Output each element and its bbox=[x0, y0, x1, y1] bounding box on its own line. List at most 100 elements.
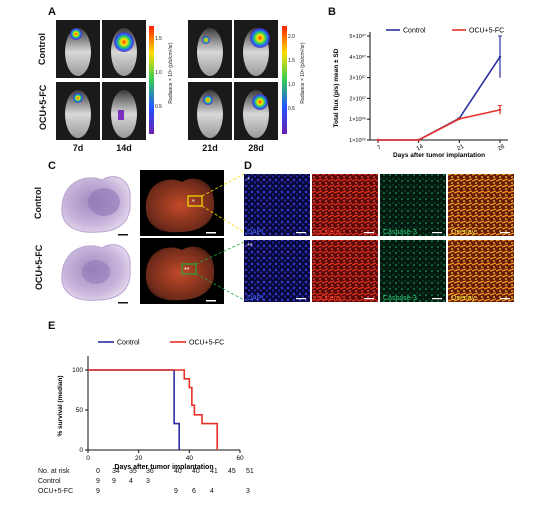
confocal-treated-caspase3 bbox=[380, 240, 446, 302]
confocal-treated-dapi bbox=[244, 240, 310, 302]
risk-cell: 40 bbox=[174, 468, 182, 475]
x-tick-label: 40 bbox=[186, 455, 194, 462]
confocal-control-dapi bbox=[244, 174, 310, 236]
panel-a-label: A bbox=[48, 6, 56, 18]
panel-a-row-treated: OCU+5-FC bbox=[38, 84, 48, 130]
y-tick-label: 100 bbox=[72, 367, 83, 374]
channel-label-dapi-1: DAPI bbox=[247, 229, 263, 236]
panel-d-label: D bbox=[244, 160, 252, 172]
y-tick-label: 3×10⁰⁷ bbox=[349, 75, 366, 82]
y-tick-label: 1×10⁰⁶ bbox=[349, 116, 366, 123]
risk-row: OCU+5-FC 9 9 6 4 3 bbox=[38, 488, 278, 497]
x-tick-label: 28 bbox=[497, 144, 506, 153]
legend-label: OCU+5-FC bbox=[469, 28, 504, 35]
risk-cell: 45 bbox=[228, 468, 236, 475]
day-label-14d: 14d bbox=[116, 143, 132, 153]
confocal-control-overlay bbox=[448, 174, 514, 236]
day-label-28d: 28d bbox=[248, 143, 264, 153]
panel-b-label: B bbox=[328, 6, 336, 18]
risk-row-label: No. at risk bbox=[38, 468, 70, 475]
data-point bbox=[417, 138, 420, 142]
series-line-0 bbox=[378, 56, 501, 141]
x-tick-label: 21 bbox=[456, 144, 465, 153]
confocal-marker-control: * bbox=[247, 177, 250, 184]
y-axis-label: % survival (median) bbox=[57, 375, 64, 436]
risk-cell: 6 bbox=[192, 488, 196, 495]
survival-curve-0 bbox=[88, 369, 180, 450]
brain-sections: * ** bbox=[61, 170, 244, 304]
colorbar-left bbox=[149, 26, 154, 134]
risk-cell: 9 bbox=[174, 488, 178, 495]
colorbar-right-tick-2: 1.5 bbox=[288, 58, 295, 64]
day-label-21d: 21d bbox=[202, 143, 218, 153]
risk-cell: 9 bbox=[96, 478, 100, 485]
legend-label: OCU+5-FC bbox=[189, 340, 224, 347]
risk-cell: 34 bbox=[112, 468, 120, 475]
colorbar-right-tick-1: 2.0 bbox=[288, 34, 295, 40]
legend-label: Control bbox=[403, 28, 426, 35]
colorbar-left-tick-2: 1.0 bbox=[155, 70, 162, 76]
x-tick-label: 0 bbox=[86, 455, 90, 462]
channel-label-caspase-1: Caspase-3 bbox=[383, 229, 417, 236]
risk-cell: 9 bbox=[112, 478, 116, 485]
channel-label-overlay-2: Overlay bbox=[451, 295, 476, 302]
colorbar-right-label: Radiance × 10⁶ (p/s/cm²/sr) bbox=[300, 42, 306, 104]
data-point bbox=[458, 117, 461, 121]
risk-cell: 9 bbox=[96, 488, 100, 495]
survival-chart: 0 50 100 0 20 40 60 Days after tumor implantati… bbox=[57, 340, 244, 471]
channel-label-mcherry-1: mCherry bbox=[315, 229, 342, 236]
panel-c-row-treated: OCU+5-FC bbox=[34, 244, 44, 290]
day-label-7d: 7d bbox=[72, 143, 84, 153]
x-axis-label: Days after tumor implantation bbox=[393, 152, 485, 159]
channel-label-caspase-2: Caspase-3 bbox=[383, 295, 417, 302]
risk-cell: 3 bbox=[246, 488, 250, 495]
y-tick-label: 1×10⁰⁵ bbox=[349, 137, 366, 144]
legend-label: Control bbox=[117, 340, 140, 347]
risk-cell: 0 bbox=[96, 468, 100, 475]
bioluminescence-images bbox=[56, 20, 287, 140]
confocal-control-caspase3 bbox=[380, 174, 446, 236]
risk-row-label: OCU+5-FC bbox=[38, 488, 74, 495]
total-flux-chart: 1×10⁰⁵ 1×10⁰⁶ 2×10⁰⁷ 3×10⁰⁷ 4×10⁰⁷ 5×10⁰⁷ 7 14 2… bbox=[333, 28, 508, 159]
colorbar-left-label: Radiance × 10⁵ (p/s/cm²/sr) bbox=[168, 42, 174, 104]
confocal-treated-mcherry bbox=[312, 240, 378, 302]
data-point bbox=[498, 55, 502, 58]
risk-row: Control 9 9 4 3 bbox=[38, 478, 278, 487]
panel-e-label: E bbox=[48, 320, 56, 332]
panel-c-label: C bbox=[48, 160, 56, 172]
data-point bbox=[498, 108, 502, 112]
survival-curve-1 bbox=[88, 369, 218, 450]
marker-treated: ** bbox=[184, 267, 190, 274]
risk-cell: 3 bbox=[146, 478, 150, 485]
series-line-1 bbox=[378, 109, 501, 141]
x-tick-label: 20 bbox=[135, 455, 143, 462]
y-tick-label: 50 bbox=[76, 407, 84, 414]
y-tick-label: 2×10⁰⁷ bbox=[349, 95, 366, 102]
panel-c-row-control: Control bbox=[33, 187, 43, 219]
colorbar-right bbox=[282, 26, 287, 134]
colorbar-left-tick-1: 1.5 bbox=[155, 36, 162, 42]
zoom-box-treated bbox=[181, 263, 197, 275]
confocal-panels: * ** DAPI mCherry Caspase-3 Overlay DAPI… bbox=[244, 174, 514, 302]
confocal-treated-overlay bbox=[448, 240, 514, 302]
x-tick-label: 14 bbox=[416, 144, 425, 153]
colorbar-left-tick-3: 0.5 bbox=[155, 104, 162, 110]
risk-cell: 51 bbox=[246, 468, 254, 475]
channel-label-dapi-2: DAPI bbox=[247, 295, 263, 302]
risk-header-row: No. at risk 0 34 35 36 40 40 41 45 51 bbox=[38, 468, 278, 477]
y-axis-label: Total flux (p/s) mean ± SD bbox=[333, 48, 340, 127]
confocal-marker-treated: ** bbox=[247, 243, 253, 250]
x-tick-label: 60 bbox=[236, 455, 244, 462]
zoom-box-control bbox=[187, 195, 203, 207]
y-tick-label: 4×10⁰⁷ bbox=[349, 54, 366, 61]
colorbar-right-tick-3: 1.0 bbox=[288, 82, 295, 88]
x-tick-label: 7 bbox=[377, 144, 383, 151]
risk-cell: 36 bbox=[146, 468, 154, 475]
data-point bbox=[376, 138, 380, 142]
channel-label-overlay-1: Overlay bbox=[451, 229, 476, 236]
marker-control: * bbox=[192, 199, 195, 206]
risk-cell: 35 bbox=[129, 468, 137, 475]
risk-cell: 41 bbox=[210, 468, 218, 475]
risk-cell: 40 bbox=[192, 468, 200, 475]
x-axis-label: Days after tumor implantation bbox=[114, 464, 213, 470]
